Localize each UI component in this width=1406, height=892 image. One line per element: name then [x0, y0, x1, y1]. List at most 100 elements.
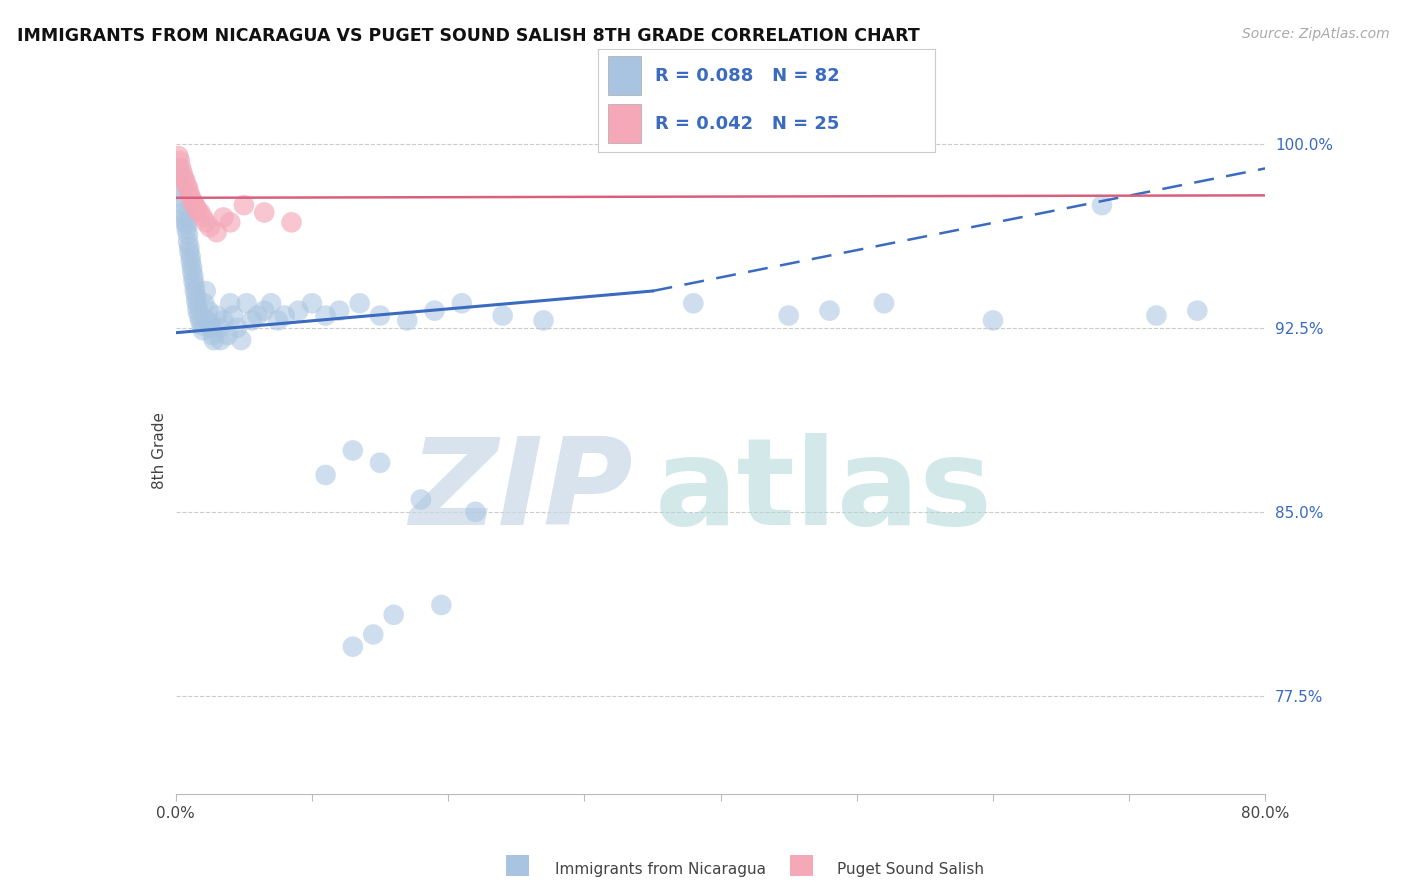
Point: [200, 320, 222, 334]
Text: R = 0.088   N = 82: R = 0.088 N = 82: [655, 67, 839, 85]
Point: [181, 193, 204, 207]
Point: [205, 225, 228, 239]
Point: [177, 181, 200, 195]
Point: [170, 161, 193, 176]
Point: [981, 313, 1004, 327]
Point: [274, 309, 297, 323]
Point: [205, 309, 228, 323]
Point: [222, 309, 245, 323]
Point: [209, 333, 232, 347]
Point: [169, 173, 191, 187]
Point: [396, 313, 419, 327]
Point: [349, 296, 371, 310]
Y-axis label: 8th Grade: 8th Grade: [152, 412, 167, 489]
Point: [533, 313, 555, 327]
Point: [219, 215, 242, 229]
Point: [170, 181, 193, 195]
Point: [246, 309, 269, 323]
Point: [219, 296, 242, 310]
Point: [183, 269, 205, 284]
Point: [187, 309, 209, 323]
Point: [492, 309, 515, 323]
Point: [280, 215, 302, 229]
Point: [186, 293, 208, 308]
Point: [172, 166, 194, 180]
Point: [253, 303, 276, 318]
Point: [191, 211, 214, 225]
Point: [873, 296, 896, 310]
Point: [430, 598, 453, 612]
Point: [173, 198, 195, 212]
Point: [232, 198, 254, 212]
Point: [186, 303, 209, 318]
Point: [177, 235, 200, 249]
Point: [188, 313, 211, 327]
Point: [197, 303, 219, 318]
Point: [287, 303, 309, 318]
Text: atlas: atlas: [655, 434, 993, 550]
Point: [464, 505, 486, 519]
Point: [183, 274, 205, 288]
Text: ZIP: ZIP: [409, 434, 633, 550]
Point: [174, 173, 197, 187]
Point: [186, 201, 208, 215]
Point: [184, 279, 207, 293]
Point: [202, 333, 225, 347]
Point: [1144, 309, 1167, 323]
Point: [368, 456, 391, 470]
Point: [818, 303, 841, 318]
Point: [186, 299, 209, 313]
Text: Source: ZipAtlas.com: Source: ZipAtlas.com: [1241, 27, 1389, 41]
Point: [180, 250, 202, 264]
Point: [198, 316, 221, 330]
Point: [260, 296, 283, 310]
Point: [212, 313, 235, 327]
Point: [174, 211, 197, 225]
Point: [180, 254, 202, 268]
Point: [1091, 198, 1114, 212]
Point: [184, 198, 207, 212]
Point: [181, 260, 204, 274]
Point: [194, 215, 217, 229]
Point: [409, 492, 432, 507]
Point: [179, 244, 201, 259]
Point: [201, 328, 224, 343]
Point: [682, 296, 704, 310]
Text: Puget Sound Salish: Puget Sound Salish: [837, 863, 984, 877]
Point: [315, 467, 337, 482]
Point: [176, 222, 198, 236]
Text: IMMIGRANTS FROM NICARAGUA VS PUGET SOUND SALISH 8TH GRADE CORRELATION CHART: IMMIGRANTS FROM NICARAGUA VS PUGET SOUND…: [17, 27, 920, 45]
Point: [179, 186, 201, 200]
Point: [450, 296, 472, 310]
Point: [778, 309, 800, 323]
Point: [177, 227, 200, 242]
Point: [167, 161, 190, 176]
Point: [231, 333, 253, 347]
Point: [198, 220, 221, 235]
Point: [267, 313, 290, 327]
Point: [1187, 303, 1209, 318]
Point: [235, 296, 257, 310]
Point: [212, 211, 235, 225]
Point: [226, 320, 249, 334]
Point: [301, 296, 323, 310]
Point: [208, 320, 231, 334]
Point: [368, 309, 391, 323]
Point: [423, 303, 446, 318]
Point: [181, 264, 204, 278]
Point: [217, 328, 239, 343]
Point: [328, 303, 350, 318]
Point: [186, 203, 209, 218]
Point: [361, 627, 384, 641]
Point: [176, 178, 198, 193]
Point: [167, 149, 190, 163]
Text: R = 0.042   N = 25: R = 0.042 N = 25: [655, 115, 839, 133]
Point: [173, 205, 195, 219]
Point: [194, 284, 217, 298]
Text: Immigrants from Nicaragua: Immigrants from Nicaragua: [555, 863, 766, 877]
Point: [188, 205, 211, 219]
Point: [193, 296, 215, 310]
Point: [186, 289, 208, 303]
Point: [382, 607, 405, 622]
Point: [179, 240, 201, 254]
